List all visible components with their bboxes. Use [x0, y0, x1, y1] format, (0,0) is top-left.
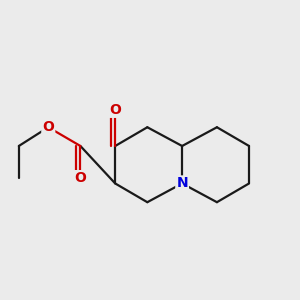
Text: N: N — [176, 176, 188, 190]
Text: O: O — [109, 103, 121, 117]
Text: O: O — [74, 171, 86, 185]
Text: O: O — [42, 120, 54, 134]
